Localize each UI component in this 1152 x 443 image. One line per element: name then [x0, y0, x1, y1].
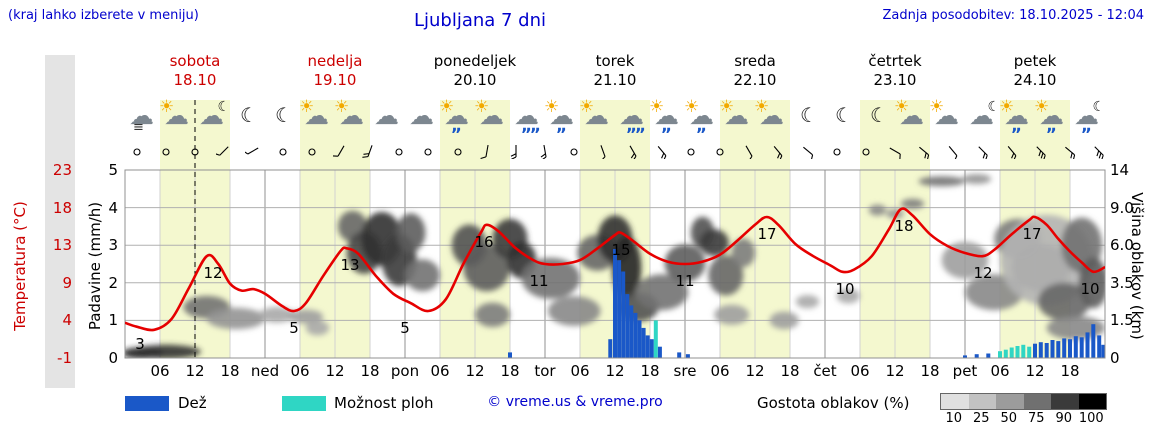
shower-legend-label: Možnost ploh — [334, 394, 434, 412]
density-scale-segment — [968, 394, 996, 409]
shower-legend-swatch — [282, 396, 326, 411]
copyright-link[interactable]: © vreme.us & vreme.pro — [487, 394, 663, 410]
density-scale-segment — [1051, 394, 1079, 409]
cloud-density-legend-label: Gostota oblakov (%) — [757, 394, 910, 412]
cloud-height-axis-label: Višina oblakov (km) — [1128, 192, 1146, 340]
last-updated: Zadnja posodobitev: 18.10.2025 - 12:04 — [882, 8, 1144, 23]
page-title: Ljubljana 7 dni — [413, 10, 547, 31]
rain-legend-label: Dež — [178, 394, 207, 412]
rain-legend-swatch — [125, 396, 169, 411]
temperature-axis-strip — [45, 55, 75, 388]
density-scale-segment — [941, 394, 969, 409]
density-scale-segment — [1078, 394, 1106, 409]
temperature-axis-label: Temperatura (°C) — [11, 201, 29, 331]
density-scale-segment — [996, 394, 1024, 409]
menu-hint: (kraj lahko izberete v meniju) — [8, 8, 199, 23]
cloud-density-scale — [940, 393, 1107, 410]
precipitation-axis-label: Padavine (mm/h) — [86, 201, 104, 331]
density-scale-segment — [1023, 394, 1051, 409]
